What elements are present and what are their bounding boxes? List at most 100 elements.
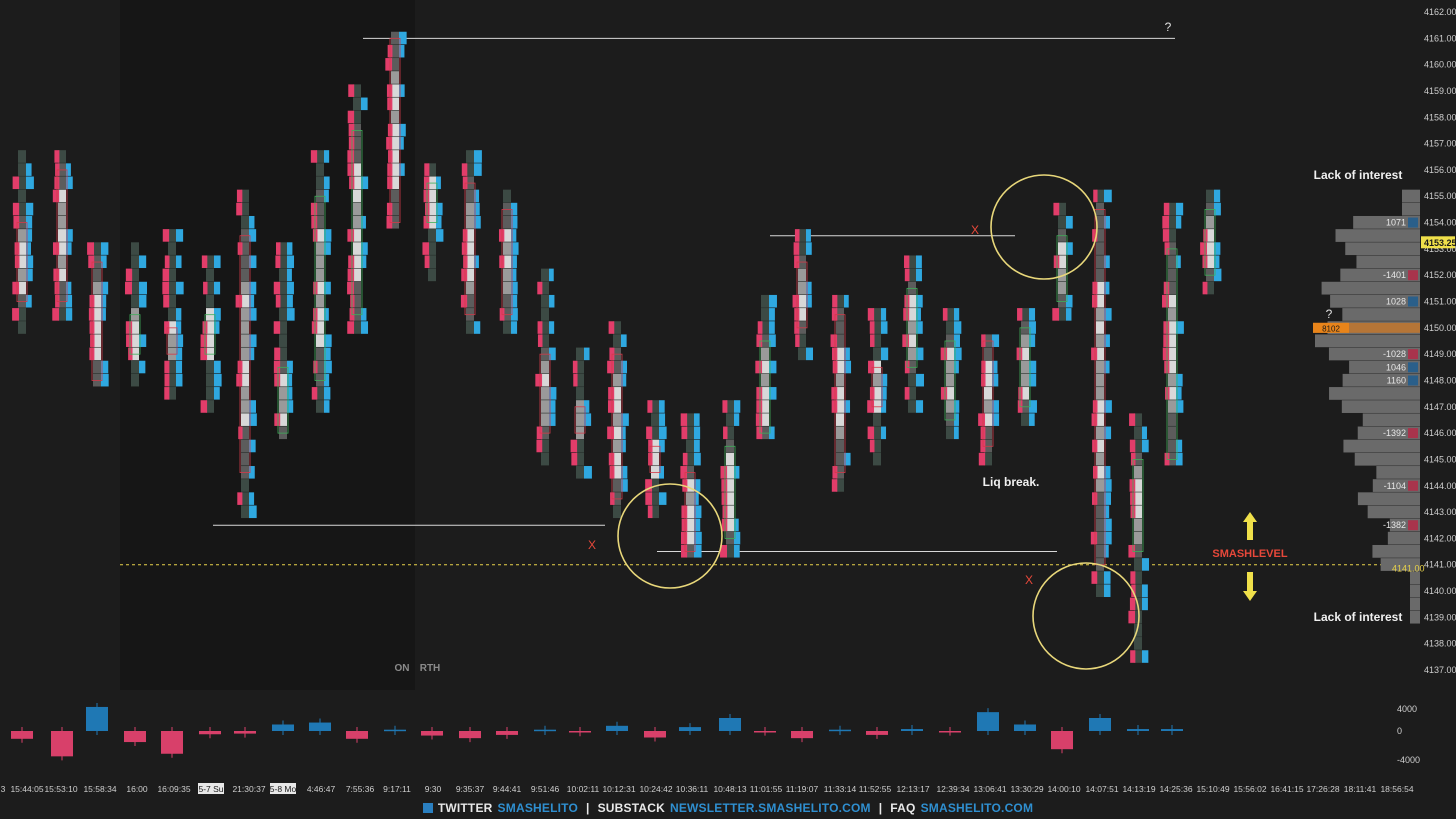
footprint-cell [946, 426, 954, 440]
ask-imbalance [916, 373, 924, 387]
footprint-cell [1096, 518, 1104, 532]
profile-row [1387, 531, 1420, 545]
ask-imbalance [1142, 439, 1149, 453]
price-tick-label: 4145.00 [1424, 454, 1456, 464]
ask-imbalance [101, 373, 109, 387]
bid-imbalance [201, 255, 208, 269]
substack-link[interactable]: NEWSLETTER.SMASHELITO.COM [669, 800, 871, 815]
ask-imbalance [1029, 308, 1036, 321]
footprint-cell [241, 268, 249, 282]
footprint-cell [946, 360, 954, 374]
ask-imbalance [214, 308, 221, 321]
bid-imbalance [1129, 439, 1136, 453]
footprint-cell [1096, 387, 1104, 400]
footprint-cell [613, 413, 621, 426]
bid-imbalance [274, 347, 281, 361]
footprint-cell [1096, 400, 1104, 413]
footprint-cell [316, 268, 324, 282]
ask-imbalance [101, 294, 107, 308]
bid-imbalance [1129, 413, 1136, 426]
profile-row [1341, 400, 1420, 413]
footprint-cell [316, 229, 324, 242]
bid-imbalance [795, 334, 800, 347]
footprint-cell [873, 373, 881, 387]
footprint-cell [353, 321, 361, 334]
footprint-cell [58, 202, 66, 216]
footprint-cell [726, 505, 734, 519]
bid-imbalance [978, 413, 986, 426]
bid-imbalance [681, 426, 688, 440]
time-tick-label: 9:30 [425, 784, 442, 794]
ask-imbalance [694, 426, 701, 440]
footprint-bar [830, 294, 852, 492]
footprint-cell [353, 163, 361, 176]
footprint-chart[interactable]: 8102 1071 -1401 1028 -1028 1046 1160 -1392 -1104… [0, 0, 1456, 796]
time-tick-label: 15:10:49 [1196, 784, 1229, 794]
footprint-cell [279, 334, 287, 347]
bid-imbalance [793, 242, 800, 255]
ask-imbalance [549, 321, 555, 334]
profile-row [1410, 571, 1420, 585]
footprint-cell [1021, 308, 1029, 321]
ask-imbalance [399, 84, 405, 97]
footprint-cell [761, 321, 769, 334]
ask-imbalance [584, 466, 592, 479]
footprint-cell [466, 202, 474, 216]
footprint-cell [651, 413, 659, 426]
ask-imbalance [139, 360, 146, 374]
delta-bar [791, 731, 813, 739]
footprint-cell [466, 281, 474, 295]
ask-imbalance [844, 360, 852, 374]
profile-value-label: 1071 [1386, 218, 1406, 228]
ask-imbalance [659, 439, 665, 453]
footprint-cell [1168, 373, 1176, 387]
time-tick-label: 14:13:19 [1122, 784, 1155, 794]
profile-delta-marker [1408, 362, 1418, 373]
footprint-cell [613, 334, 621, 347]
bid-imbalance [236, 373, 243, 387]
ask-imbalance [66, 294, 73, 308]
footprint-cell [946, 321, 954, 334]
time-tick-label: 7:55:36 [346, 784, 375, 794]
delta-bar [977, 712, 999, 731]
ask-imbalance [249, 294, 255, 308]
footprint-cell [353, 84, 361, 97]
delta-bar [161, 731, 183, 754]
ask-imbalance [324, 400, 330, 413]
footprint-cell [428, 163, 436, 176]
footprint-cell [466, 242, 474, 255]
lack-of-interest-top-label: Lack of interest [1314, 168, 1403, 182]
footprint-cell [466, 268, 474, 282]
price-tick-label: 4147.00 [1424, 402, 1456, 412]
time-tick-label: 9:35:37 [456, 784, 485, 794]
ask-imbalance [361, 308, 367, 321]
bid-imbalance [868, 360, 875, 374]
bar-body-outline [539, 353, 551, 434]
bar-body-outline [129, 314, 141, 355]
smashlevel-label: SMASHLEVEL [1212, 548, 1287, 560]
time-tick-label: 15:53:10 [44, 784, 77, 794]
twitter-handle-link[interactable]: SMASHELITO [497, 800, 578, 815]
bid-imbalance [608, 387, 615, 400]
ask-imbalance [806, 294, 812, 308]
footprint-cell [391, 189, 399, 203]
footprint-cell [93, 268, 101, 282]
ask-imbalance [324, 242, 331, 255]
highlight-circle [1032, 562, 1140, 670]
ask-imbalance [474, 255, 479, 269]
footprint-cell [726, 400, 734, 413]
ask-imbalance [176, 360, 183, 374]
footprint-bar [680, 413, 702, 558]
ask-imbalance [1142, 558, 1150, 571]
ask-imbalance [1142, 597, 1148, 611]
ask-imbalance [324, 189, 329, 203]
footprint-cell [984, 426, 992, 440]
faq-link[interactable]: SMASHELITO.COM [920, 800, 1034, 815]
delta-bar [309, 722, 331, 731]
footprint-cell [503, 229, 511, 242]
footprint-cell [576, 387, 584, 400]
footprint-cell [836, 373, 844, 387]
profile-row [1380, 558, 1420, 571]
ask-imbalance [1176, 373, 1183, 387]
footprint-bar [978, 334, 1000, 466]
